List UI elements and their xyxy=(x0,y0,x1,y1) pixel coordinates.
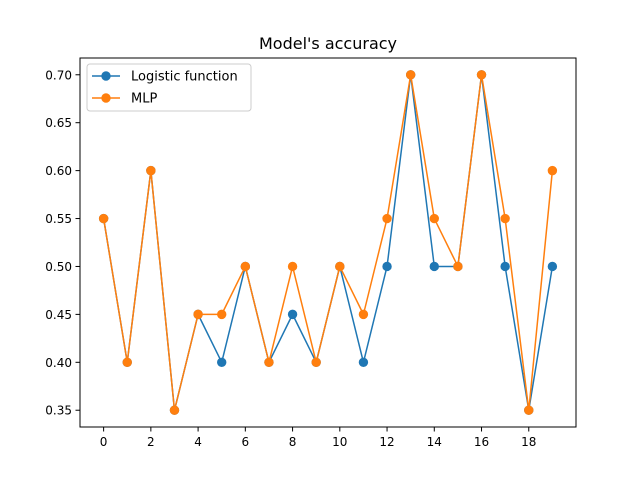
legend-marker xyxy=(101,71,111,81)
data-point xyxy=(217,309,227,320)
data-point xyxy=(476,70,487,80)
data-point xyxy=(453,261,463,272)
data-point xyxy=(335,261,345,272)
chart-title: Model's accuracy xyxy=(259,34,397,53)
legend-item: Logistic function xyxy=(92,70,238,85)
series-mlp xyxy=(98,70,558,415)
x-tick-label: 10 xyxy=(332,435,347,449)
data-point xyxy=(169,405,180,415)
data-point xyxy=(122,357,132,368)
x-tick-label: 16 xyxy=(474,435,489,449)
y-tick-label: 0.40 xyxy=(45,356,72,370)
data-point xyxy=(264,357,274,368)
axes-background xyxy=(80,58,576,427)
data-point xyxy=(500,261,510,272)
data-point xyxy=(217,357,227,368)
y-tick-label: 0.70 xyxy=(45,68,72,82)
data-point xyxy=(382,261,392,272)
x-tick-label: 0 xyxy=(100,435,108,449)
data-point xyxy=(311,357,321,368)
data-point xyxy=(524,405,534,415)
data-point xyxy=(358,357,369,368)
data-point xyxy=(429,213,439,224)
data-point xyxy=(405,70,416,80)
legend: Logistic function MLP xyxy=(86,63,252,112)
y-tick-label: 0.50 xyxy=(45,260,72,274)
x-tick-label: 12 xyxy=(379,435,394,449)
legend-box xyxy=(86,63,252,112)
y-tick-label: 0.45 xyxy=(45,308,72,322)
data-point xyxy=(287,309,298,320)
y-tick-label: 0.60 xyxy=(45,164,72,178)
data-point xyxy=(547,261,558,272)
series-line xyxy=(102,74,554,411)
x-tick-label: 8 xyxy=(289,435,297,449)
data-point xyxy=(382,213,392,224)
data-point xyxy=(547,165,558,176)
y-tick-label: 0.65 xyxy=(45,116,72,130)
axes-frame xyxy=(79,57,577,428)
data-point xyxy=(146,165,156,176)
data-point xyxy=(240,261,251,272)
legend-marker xyxy=(101,93,111,103)
legend-label: MLP xyxy=(131,92,157,107)
data-point xyxy=(358,309,369,320)
y-tick-label: 0.35 xyxy=(45,404,72,418)
x-tick-label: 18 xyxy=(521,435,536,449)
data-point xyxy=(429,261,439,272)
data-point xyxy=(193,309,203,320)
data-point xyxy=(287,261,298,272)
data-point xyxy=(500,213,510,224)
x-tick-label: 14 xyxy=(427,435,442,449)
plot-area: 0 2 4 6 8 10 12 14 16 18 0.35 0.40 0.45 0.50 0.55 0.60 0… xyxy=(45,57,577,449)
legend-label: Logistic function xyxy=(131,70,238,85)
legend-item: MLP xyxy=(92,92,157,107)
y-tick-label: 0.55 xyxy=(45,212,72,226)
data-point xyxy=(98,213,109,224)
x-tick-label: 4 xyxy=(194,435,202,449)
x-tick-label: 6 xyxy=(242,435,250,449)
x-tick-label: 2 xyxy=(147,435,155,449)
